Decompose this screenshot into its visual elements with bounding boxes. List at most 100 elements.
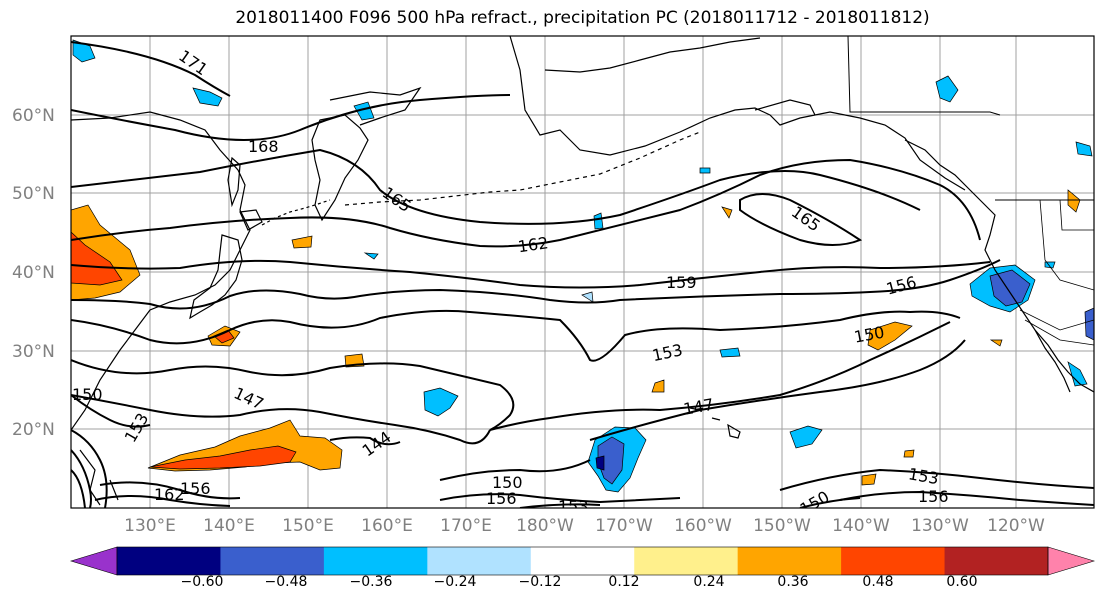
colorbar-tick-label: −0.24	[434, 574, 477, 590]
longitude-label: 170°W	[595, 516, 653, 536]
colorbar-tick-label: −0.48	[265, 574, 308, 590]
precip-area-positive	[903, 449, 915, 458]
contour-sw-cluster-3	[71, 469, 86, 508]
colorbar-extend-low	[69, 546, 118, 576]
precip-area-negative	[595, 455, 605, 471]
contour-label: 156	[918, 487, 949, 506]
contour-label: 168	[248, 137, 279, 156]
colorbar-segment	[427, 547, 532, 575]
precip-area-negative	[353, 101, 375, 121]
longitude-label: 170°E	[440, 516, 492, 536]
contour-label: 153	[558, 497, 589, 516]
longitude-label: 180°W	[516, 516, 574, 536]
contour-sw-cluster-5	[94, 495, 231, 507]
map-title: 2018011400 F096 500 hPa refract., precip…	[235, 8, 930, 28]
contour-153-se	[779, 468, 1094, 491]
border-canada-us	[847, 36, 1001, 116]
colorbar-tick-labels: −0.60 −0.48 −0.36 −0.24 −0.12 0.12 0.24 …	[181, 574, 978, 590]
latitude-label: 60°N	[12, 106, 55, 126]
colorbar-tick-label: −0.36	[350, 574, 393, 590]
contour-165-loop	[739, 193, 863, 246]
contour-sw-cluster-6	[71, 394, 151, 428]
contour-168	[71, 94, 511, 141]
precip-area-positive	[149, 445, 297, 470]
contour-156	[71, 259, 1001, 310]
longitude-label: 130°W	[911, 516, 969, 536]
contour-159	[71, 259, 991, 289]
contour-156-south	[439, 493, 681, 504]
coastlines	[71, 36, 1094, 506]
colorbar-segment	[220, 547, 325, 575]
contour-sw-cluster-1	[71, 429, 108, 508]
precip-area-positive	[213, 329, 235, 344]
colorbar-tick-label: 0.24	[693, 574, 724, 590]
coastline-alaska-peninsula	[754, 99, 816, 116]
colorbar-segment	[117, 547, 221, 575]
colorbar-tick-label: 0.12	[608, 574, 639, 590]
contour-label: 150	[72, 385, 103, 404]
contour-label: 162	[517, 233, 550, 256]
contour-label: 162	[154, 485, 185, 504]
colorbar-segment	[944, 547, 1049, 575]
contour-156-se	[839, 490, 1094, 506]
map-frame	[70, 35, 1095, 509]
precip-shading	[71, 39, 1094, 493]
precip-area-negative	[581, 291, 594, 303]
coastline-hokkaido	[239, 209, 263, 231]
precip-area-negative	[593, 212, 604, 230]
coastline-chukotka	[329, 86, 422, 126]
contour-162	[71, 158, 981, 248]
precip-area-positive	[867, 321, 913, 351]
refractivity-contours	[71, 41, 1094, 508]
precip-area-positive	[989, 339, 1003, 347]
coastline-alaska-west	[544, 37, 761, 73]
contour-label: 156	[180, 479, 211, 498]
colorbar-tick-label: 0.36	[777, 574, 808, 590]
longitude-label: 140°E	[203, 516, 255, 536]
contour-150-south	[439, 459, 591, 481]
colorbar-extend-high	[1047, 546, 1096, 576]
longitude-label: 160°E	[361, 516, 413, 536]
longitude-label: 150°W	[753, 516, 811, 536]
precip-area-positive	[147, 419, 343, 472]
contour-147-east	[589, 339, 966, 441]
colorbar-tick-label: 0.48	[862, 574, 893, 590]
contour-153	[71, 309, 961, 362]
contour-153-south	[519, 503, 601, 508]
latitude-label: 40°N	[12, 263, 55, 283]
precip-area-negative	[719, 347, 741, 358]
graticule-grid	[71, 36, 1094, 508]
contour-165-west	[71, 148, 921, 225]
coastline-kamchatka	[311, 114, 369, 222]
colorbar-segment	[841, 547, 946, 575]
longitude-label: 140°W	[832, 516, 890, 536]
colorbar-tick-label: −0.12	[519, 574, 562, 590]
contour-144	[329, 436, 401, 446]
longitude-label: 150°E	[282, 516, 334, 536]
precip-area-negative	[1084, 307, 1094, 341]
coastline-japan	[189, 234, 243, 320]
coastline-baja	[1034, 329, 1071, 393]
contour-label: 150	[492, 473, 523, 492]
precip-area-negative	[192, 87, 223, 107]
contour-171	[71, 41, 231, 97]
latitude-label: 30°N	[12, 342, 55, 362]
precip-area-positive	[861, 473, 877, 486]
precip-area-negative	[789, 425, 823, 449]
precip-area-positive	[651, 379, 665, 393]
colorbar-tick-label: −0.60	[181, 574, 224, 590]
latitude-label: 50°N	[12, 184, 55, 204]
colorbar-segment	[323, 547, 428, 575]
contour-label: 159	[666, 273, 697, 292]
precip-area-negative	[935, 75, 959, 103]
precip-area-negative	[423, 387, 459, 417]
colorbar-segment	[737, 547, 842, 575]
precip-area-positive	[291, 235, 313, 249]
colorbar	[69, 546, 1096, 576]
coastline-aleutians	[344, 131, 701, 206]
longitude-label: 160°W	[674, 516, 732, 536]
precip-area-positive	[721, 206, 733, 219]
precip-area-negative	[363, 252, 379, 260]
contour-150	[71, 321, 951, 431]
